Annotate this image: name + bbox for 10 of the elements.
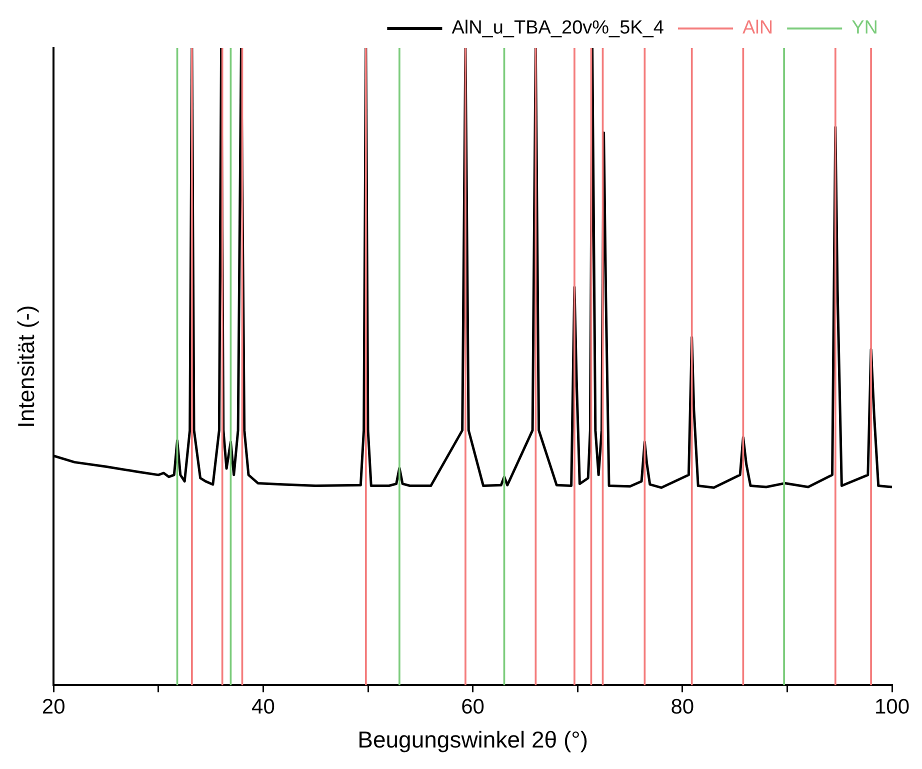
legend-label: YN [852,18,878,39]
legend-label: AlN [742,18,774,39]
x-tick-label: 60 [461,696,484,719]
x-tick-label: 80 [670,696,694,719]
x-axis-title: Beugungswinkel 2θ (°) [358,726,588,753]
x-tick-label: 40 [252,696,275,719]
legend-label: AlN_u_TBA_20v%_5K_4 [452,18,664,39]
y-axis-title: Intensität (-) [13,305,40,428]
x-tick-label: 20 [42,696,66,719]
x-tick-label: 100 [874,696,910,719]
